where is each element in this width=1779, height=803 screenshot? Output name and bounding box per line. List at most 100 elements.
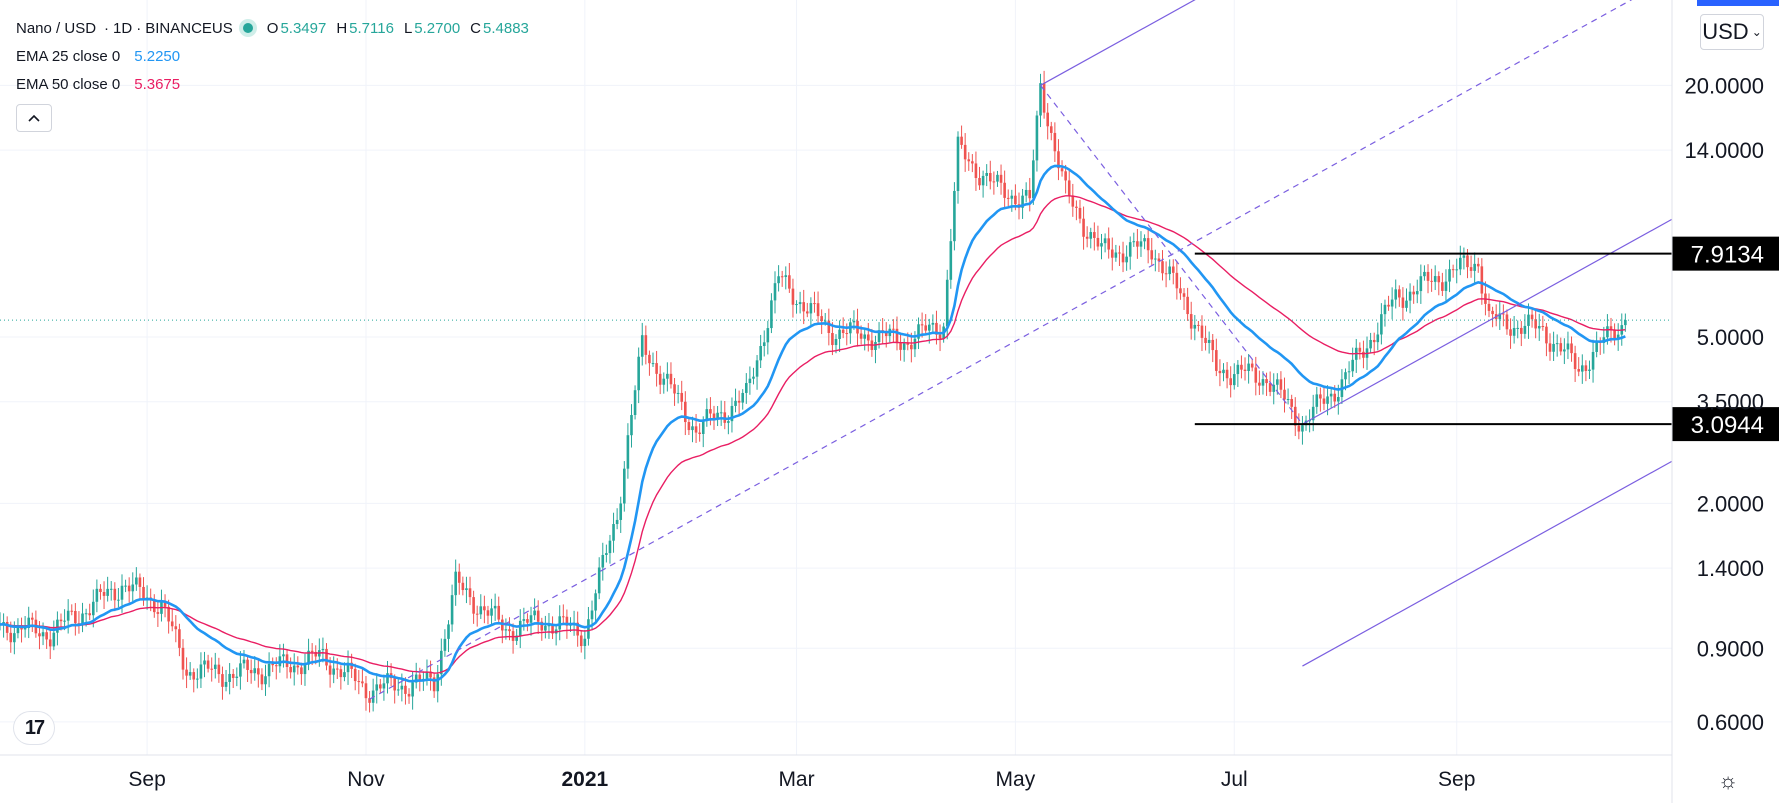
candle-body bbox=[1552, 343, 1555, 352]
candle-body bbox=[910, 344, 913, 350]
pitchfork-extra-line bbox=[1302, 460, 1673, 667]
candle-body bbox=[1024, 189, 1028, 196]
candle-body bbox=[1268, 383, 1272, 392]
candle-body bbox=[475, 613, 479, 615]
candle-body bbox=[1530, 314, 1534, 320]
candle-body bbox=[221, 674, 224, 687]
candle-body bbox=[1103, 238, 1107, 244]
candle-body bbox=[368, 698, 371, 703]
candle-body bbox=[63, 620, 66, 622]
candle-body bbox=[213, 664, 217, 669]
horizontal-levels: 7.9134 3.0944 bbox=[1194, 236, 1779, 442]
candle-body bbox=[820, 316, 823, 322]
candle-body bbox=[1624, 320, 1627, 326]
candle-body bbox=[1480, 266, 1484, 294]
candle-body bbox=[267, 663, 271, 677]
candle-body bbox=[239, 663, 242, 677]
candle-body bbox=[1376, 334, 1380, 343]
candle-body bbox=[1473, 263, 1476, 271]
candle-body bbox=[91, 601, 95, 616]
candle-body bbox=[483, 606, 486, 611]
candle-body bbox=[131, 584, 135, 592]
candle-body bbox=[468, 588, 472, 598]
candle-body bbox=[597, 567, 601, 594]
candle-body bbox=[1362, 351, 1365, 358]
candle-body bbox=[698, 432, 701, 434]
high-value: H 5.7116 bbox=[336, 19, 394, 37]
candle-body bbox=[1283, 389, 1286, 400]
candle-body bbox=[669, 373, 673, 385]
candle-body bbox=[802, 302, 806, 312]
ema25-value: 5.2250 bbox=[134, 47, 181, 65]
candle-body bbox=[113, 588, 117, 601]
candle-body bbox=[1577, 369, 1581, 372]
candle-body bbox=[1006, 197, 1010, 199]
candle-body bbox=[1545, 326, 1548, 344]
candle-body bbox=[407, 693, 411, 697]
candle-body bbox=[971, 161, 974, 164]
candle-body bbox=[1085, 236, 1089, 239]
candle-body bbox=[1448, 269, 1451, 282]
candle-body bbox=[874, 342, 877, 351]
candle-body bbox=[1010, 195, 1014, 199]
candle-body bbox=[709, 409, 712, 414]
candle-body bbox=[396, 689, 400, 691]
currency-button[interactable]: USD ⌄ bbox=[1700, 14, 1764, 50]
candle-body bbox=[84, 613, 88, 615]
candle-body bbox=[902, 343, 906, 350]
candle-body bbox=[762, 342, 766, 347]
gear-icon[interactable]: ☼ bbox=[1718, 768, 1739, 793]
candle-body bbox=[615, 519, 619, 525]
candle-body bbox=[88, 613, 91, 616]
candle-body bbox=[1326, 396, 1329, 404]
tradingview-logo-icon[interactable]: 17 bbox=[14, 712, 54, 744]
candle-body bbox=[583, 638, 587, 647]
candle-body bbox=[1423, 271, 1426, 277]
candle-body bbox=[41, 632, 45, 637]
interval[interactable]: 1D bbox=[113, 19, 133, 37]
candle-body bbox=[170, 621, 174, 627]
time-tick-label: 2021 bbox=[561, 768, 608, 791]
candle-body bbox=[859, 333, 863, 339]
candle-body bbox=[99, 588, 102, 593]
candle-body bbox=[59, 619, 63, 622]
candle-body bbox=[386, 673, 389, 684]
symbol-name[interactable]: Nano / USD bbox=[16, 19, 97, 37]
candle-body bbox=[1441, 282, 1444, 291]
candle-body bbox=[755, 360, 759, 377]
candle-body bbox=[27, 617, 31, 629]
candle-body bbox=[1157, 258, 1161, 262]
candle-body bbox=[142, 586, 145, 599]
candle-body bbox=[938, 334, 942, 339]
candle-body bbox=[1491, 310, 1494, 315]
level-price-label: 3.0944 bbox=[1691, 412, 1764, 439]
candle-body bbox=[518, 620, 522, 636]
candle-body bbox=[127, 585, 131, 592]
candle-body bbox=[1555, 343, 1559, 345]
candle-body bbox=[1311, 406, 1315, 421]
candle-body bbox=[185, 669, 188, 676]
candle-body bbox=[1168, 266, 1171, 275]
candle-body bbox=[307, 650, 310, 665]
collapse-legend-button[interactable] bbox=[16, 104, 52, 132]
candle-body bbox=[174, 626, 178, 630]
candle-body bbox=[1125, 256, 1128, 263]
candle-body bbox=[1175, 272, 1179, 289]
candle-body bbox=[1078, 207, 1082, 219]
candle-body bbox=[791, 288, 795, 305]
candle-body bbox=[1258, 382, 1261, 386]
candle-body bbox=[1398, 289, 1401, 298]
low-value: L 5.2700 bbox=[403, 19, 461, 37]
scale-highlight-bar bbox=[1697, 0, 1779, 6]
ema25-legend-row[interactable]: EMA 25 close 0 5.2250 bbox=[16, 42, 539, 70]
candle-body bbox=[752, 376, 755, 379]
candlestick-series bbox=[0, 70, 1627, 713]
ema50-legend-row[interactable]: EMA 50 close 0 5.3675 bbox=[16, 70, 539, 98]
candle-body bbox=[192, 672, 196, 680]
candle-body bbox=[493, 605, 497, 609]
candle-body bbox=[472, 597, 475, 614]
candle-body bbox=[440, 650, 443, 675]
candle-body bbox=[45, 632, 48, 640]
candle-body bbox=[1394, 289, 1398, 300]
